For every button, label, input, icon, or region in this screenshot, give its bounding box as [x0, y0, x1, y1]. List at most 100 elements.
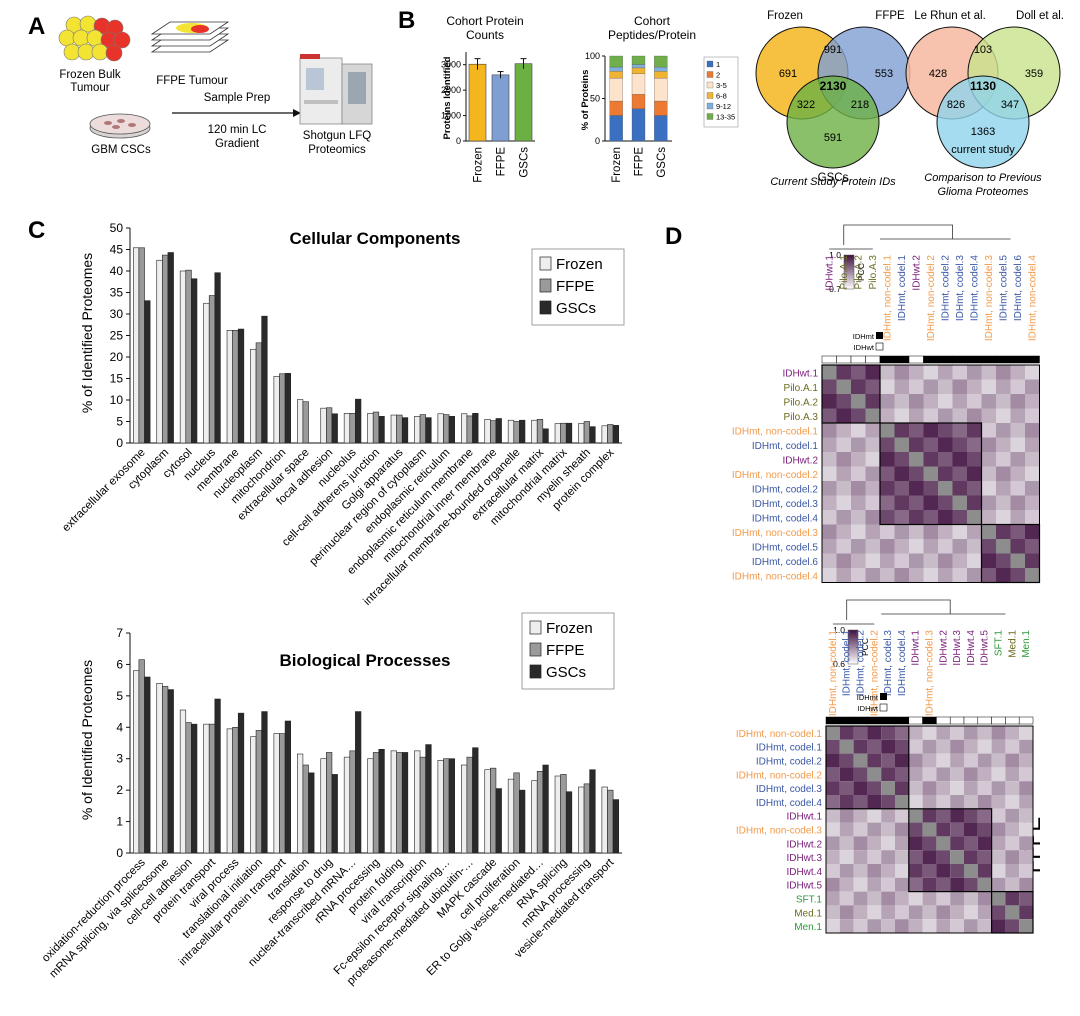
- bar: [542, 428, 549, 444]
- heatmap-cell: [923, 452, 938, 467]
- heatmap-cell: [996, 553, 1011, 568]
- heatmap-cell: [826, 767, 840, 782]
- x-tick-label: Frozen: [473, 147, 485, 183]
- bar: [232, 726, 239, 854]
- heatmap-cell: [1005, 781, 1020, 795]
- heatmap-cell: [1019, 850, 1033, 864]
- x-tick-label: FFPE: [496, 147, 508, 177]
- bar: [461, 764, 468, 854]
- bar: [237, 328, 245, 444]
- heatmap-cell: [909, 365, 924, 380]
- heatmap-cell: [991, 850, 1006, 864]
- heatmap-cell: [1025, 379, 1040, 394]
- heatmap-cell: [923, 539, 938, 554]
- column-label: Med.1: [1007, 630, 1018, 658]
- heatmap-cell: [922, 726, 937, 740]
- status-cell: [894, 355, 910, 364]
- legend-swatch: [706, 113, 714, 120]
- heatmap-cell: [1010, 495, 1025, 510]
- heatmap-cell: [1025, 466, 1040, 481]
- heatmap-cell: [938, 495, 953, 510]
- sample-prep-label: Sample Prep: [204, 92, 270, 104]
- heatmap-cell: [964, 850, 978, 864]
- heatmap-cell: [1025, 423, 1040, 438]
- heatmap-cell: [881, 850, 895, 864]
- y-tick-label: 50: [590, 94, 600, 104]
- y-tick-label: 10: [110, 393, 124, 407]
- heatmap-cell: [936, 905, 951, 920]
- heatmap-cell: [991, 767, 1006, 782]
- venn-region-value: 359: [1025, 68, 1043, 80]
- heatmap-cell: [822, 568, 837, 583]
- heatmap-cell: [908, 726, 923, 740]
- heatmap-border: [825, 725, 1034, 934]
- bar: [208, 723, 216, 854]
- color-scale: [843, 254, 855, 290]
- row-label: IDHwt.1: [786, 812, 822, 823]
- gbm-cscs-label: GBM CSCs: [91, 144, 151, 156]
- stacked-segment: [654, 115, 668, 142]
- heatmap-cell: [952, 568, 967, 583]
- row-label: IDHmt, codel.5: [752, 542, 819, 553]
- heatmap-cell: [895, 767, 909, 782]
- heatmap-cell: [938, 524, 953, 539]
- column-label: IDHmt, codel.6: [1013, 255, 1024, 322]
- heatmap-cell: [865, 423, 880, 438]
- heatmap-cell: [996, 466, 1011, 481]
- heatmap-cell: [964, 905, 978, 920]
- heatmap-cell: [853, 905, 868, 920]
- heatmap-cell: [865, 524, 880, 539]
- heatmap-cell: [1005, 767, 1020, 782]
- heatmap-cell: [839, 795, 854, 809]
- bar: [162, 254, 169, 444]
- status-cell: [963, 716, 979, 725]
- y-tick-label: 20: [110, 350, 124, 364]
- heatmap-cell: [967, 437, 982, 452]
- status-cell: [880, 716, 896, 725]
- heatmap-cell: [851, 539, 866, 554]
- bar: [133, 247, 140, 444]
- heatmap-cell: [922, 836, 937, 851]
- legend-swatch: [529, 620, 542, 635]
- bar: [191, 278, 198, 444]
- bar: [308, 772, 315, 854]
- heatmap-cell: [822, 394, 837, 409]
- heatmap-cell: [881, 877, 895, 892]
- bar: [519, 419, 526, 444]
- venn-set-label: Frozen: [767, 10, 803, 22]
- heatmap-cell: [977, 739, 992, 754]
- heatmap-cell: [952, 365, 967, 380]
- bar: [367, 413, 374, 444]
- column-label: Pilo.A.1: [839, 255, 850, 290]
- heatmap-cell: [836, 452, 851, 467]
- scale-min-label: 0.7: [829, 284, 841, 294]
- row-label: IDHmt, codel.3: [752, 499, 819, 510]
- heatmap-cell: [1019, 767, 1033, 782]
- heatmap-cell: [923, 481, 938, 496]
- heatmap-cell: [826, 795, 840, 809]
- heatmap-cell: [938, 394, 953, 409]
- bar: [466, 415, 473, 444]
- heatmap-cell: [867, 891, 882, 906]
- row-label: IDHmt, non-codel.4: [732, 571, 819, 582]
- heatmap-cell: [938, 481, 953, 496]
- venn-region-value: 103: [974, 44, 992, 56]
- heatmap-cell: [977, 808, 992, 823]
- bar: [531, 419, 538, 444]
- y-tick-label: 0: [116, 846, 123, 860]
- bar: [226, 330, 233, 444]
- heatmap-cell: [853, 891, 868, 906]
- heatmap-cell: [853, 836, 868, 851]
- heatmap-cell: [952, 481, 967, 496]
- y-tick-label: 5: [116, 415, 123, 429]
- heatmap-cell: [938, 423, 953, 438]
- heatmap-cell: [964, 726, 978, 740]
- bar: [519, 789, 526, 854]
- status-cell: [952, 355, 968, 364]
- legend-label: 9-12: [716, 102, 731, 111]
- heatmap-cell: [836, 379, 851, 394]
- y-tick-label: 5: [116, 689, 123, 703]
- heatmap-cell: [895, 891, 909, 906]
- heatmap-cell: [822, 452, 837, 467]
- heatmap-cell: [826, 739, 840, 754]
